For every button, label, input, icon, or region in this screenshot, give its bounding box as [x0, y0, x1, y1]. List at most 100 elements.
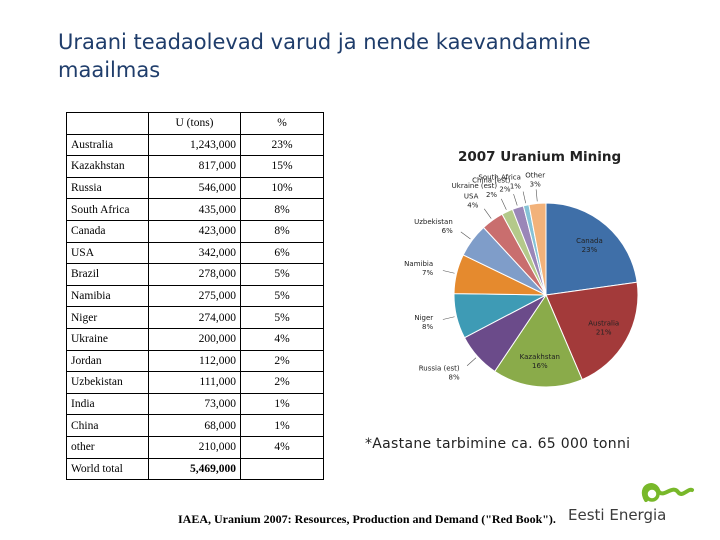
tons-cell: 1,243,000 — [148, 133, 241, 157]
slice-name-label: Ukraine (est) — [452, 182, 498, 190]
slice-name-label: Niger — [414, 314, 433, 322]
tons-cell: 278,000 — [148, 263, 241, 286]
slice-value-label: 3% — [530, 181, 541, 189]
eesti-energia-logo-icon — [641, 483, 694, 502]
pie-slice — [494, 293, 583, 388]
percent-cell: 4% — [240, 435, 324, 459]
country-cell: USA — [66, 241, 149, 265]
country-cell: Ukraine — [66, 327, 149, 351]
slice-name-label: Canada — [576, 237, 603, 245]
tons-cell: 5,469,000 — [148, 457, 241, 481]
country-cell: Canada — [66, 219, 149, 243]
percent-cell: 5% — [240, 284, 324, 308]
table-row: Uzbekistan 111,000 2% — [66, 371, 324, 394]
country-cell: Australia — [66, 133, 149, 157]
slice-value-label: 8% — [449, 373, 460, 381]
percent-cell: 5% — [240, 306, 324, 329]
leader-line — [466, 357, 477, 366]
table-header-row: U (tons) % — [66, 112, 324, 135]
table-row: Brazil 278,000 5% — [66, 263, 324, 286]
table-row: Jordan 112,000 2% — [66, 349, 324, 373]
slide-title: Uraani teadaolevad varud ja nende kaevan… — [58, 30, 591, 82]
percent-cell: 4% — [240, 327, 324, 351]
eesti-energia-logo: Eesti Energia — [568, 478, 698, 528]
pie-slice — [545, 202, 638, 296]
logo-text: Eesti Energia — [568, 506, 667, 524]
table-row: India 73,000 1% — [66, 392, 324, 416]
tons-cell: 210,000 — [148, 435, 241, 459]
slice-name-label: Russia (est) — [419, 364, 460, 372]
uranium-reserves-table: U (tons) % Australia 1,243,000 23% Kazakhst… — [66, 112, 324, 481]
percent-cell: 8% — [240, 198, 324, 221]
tons-cell: 435,000 — [148, 198, 241, 221]
leader-line — [535, 189, 538, 202]
uranium-mining-pie-chart: 2007 Uranium Mining Canada 23% Australia 21… — [362, 138, 646, 410]
tons-cell: 423,000 — [148, 219, 241, 243]
leader-line — [442, 270, 455, 274]
slice-value-label: 23% — [582, 246, 598, 254]
leader-line — [522, 191, 526, 204]
table-row: USA 342,000 6% — [66, 241, 324, 265]
country-cell: Niger — [66, 306, 149, 329]
country-cell: Kazakhstan — [66, 155, 149, 178]
percent-cell: 1% — [240, 414, 324, 437]
tons-cell: 275,000 — [148, 284, 241, 308]
slice-name-label: Namibia — [404, 260, 433, 268]
table-row: other 210,000 4% — [66, 435, 324, 459]
percent-cell: 23% — [240, 133, 324, 157]
percent-cell: 1% — [240, 392, 324, 416]
country-cell: South Africa — [66, 198, 149, 221]
slice-name-label: Kazakhstan — [520, 353, 560, 361]
leader-line — [460, 231, 471, 240]
table-row: Niger 274,000 5% — [66, 306, 324, 329]
slice-name-label: Australia — [588, 320, 619, 328]
header-percent: % — [240, 112, 324, 135]
chart-title: 2007 Uranium Mining — [458, 149, 621, 165]
table-row: Kazakhstan 817,000 15% — [66, 155, 324, 178]
table-row: China 68,000 1% — [66, 414, 324, 437]
header-country — [66, 112, 149, 135]
percent-cell: 8% — [240, 219, 324, 243]
percent-cell — [240, 457, 324, 481]
leader-line — [442, 316, 455, 320]
country-cell: Jordan — [66, 349, 149, 373]
slice-name-label: China (est) — [472, 177, 511, 185]
leader-line — [483, 208, 492, 219]
header-tons: U (tons) — [148, 112, 241, 135]
leader-line — [513, 193, 518, 206]
tons-cell: 817,000 — [148, 155, 241, 178]
country-cell: Russia — [66, 176, 149, 200]
table-row: Russia 546,000 10% — [66, 176, 324, 200]
country-cell: Uzbekistan — [66, 371, 149, 394]
country-cell: China — [66, 414, 149, 437]
table-row: South Africa 435,000 8% — [66, 198, 324, 221]
percent-cell: 10% — [240, 176, 324, 200]
pie-slice — [545, 281, 639, 381]
percent-cell: 2% — [240, 349, 324, 373]
country-cell: Namibia — [66, 284, 149, 308]
tons-cell: 546,000 — [148, 176, 241, 200]
country-cell: other — [66, 435, 149, 459]
percent-cell: 2% — [240, 371, 324, 394]
table-total-row: World total 5,469,000 — [66, 457, 324, 481]
tons-cell: 274,000 — [148, 306, 241, 329]
slice-value-label: 4% — [467, 202, 478, 210]
slice-value-label: 21% — [596, 329, 612, 337]
percent-cell: 6% — [240, 241, 324, 265]
slice-value-label: 1% — [510, 183, 521, 191]
tons-cell: 342,000 — [148, 241, 241, 265]
slice-value-label: 8% — [422, 323, 433, 331]
slice-name-label: Uzbekistan — [414, 218, 453, 226]
tons-cell: 68,000 — [148, 414, 241, 437]
slice-value-label: 2% — [486, 191, 497, 199]
slice-name-label: USA — [464, 193, 479, 201]
table-row: Ukraine 200,000 4% — [66, 327, 324, 351]
percent-cell: 5% — [240, 263, 324, 286]
tons-cell: 73,000 — [148, 392, 241, 416]
slice-value-label: 7% — [422, 269, 433, 277]
source-citation: IAEA, Uranium 2007: Resources, Productio… — [178, 512, 556, 526]
country-cell: India — [66, 392, 149, 416]
table-row: Namibia 275,000 5% — [66, 284, 324, 308]
slice-value-label: 2% — [499, 186, 510, 194]
